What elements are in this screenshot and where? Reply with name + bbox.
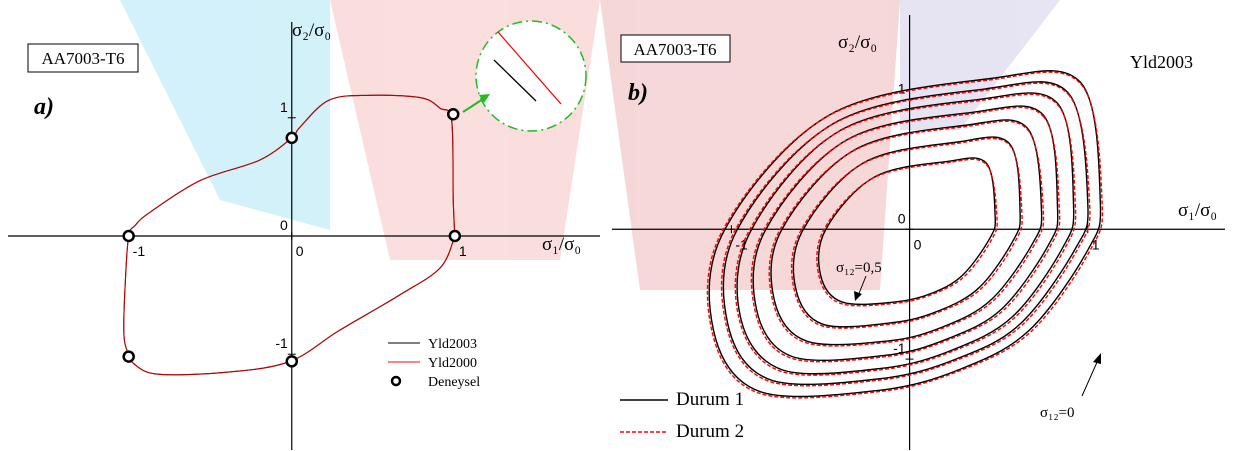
- panel-label: b): [628, 80, 648, 106]
- annotation: σ₁₂=0,5: [836, 260, 882, 276]
- yield-contour: [816, 158, 998, 307]
- yield-contour: [722, 81, 1089, 386]
- legend-label: Deneysel: [428, 375, 480, 390]
- label-box: [27, 43, 139, 73]
- x-tick-label: 0: [296, 243, 304, 259]
- y-tick-label: 0: [280, 217, 288, 233]
- label-box-text: AA7003-T6: [41, 49, 124, 68]
- yield-contour: [720, 82, 1091, 387]
- x-tick-label: -1: [133, 243, 146, 259]
- data-point: [122, 350, 135, 363]
- annotation-arrowhead: [1093, 353, 1101, 364]
- panel-label: a): [34, 94, 54, 120]
- model-label: Yld2003: [1130, 52, 1193, 72]
- yield-contour: [734, 93, 1077, 376]
- data-point: [446, 107, 460, 121]
- yield-contour: [708, 70, 1102, 398]
- y-tick-label: -1: [275, 335, 288, 351]
- y-tick-label: 1: [898, 80, 906, 96]
- x-axis-label: σ₁/σ₀: [1178, 200, 1217, 221]
- x-tick-label: 0: [914, 236, 922, 252]
- legend-marker: [390, 375, 402, 387]
- label-box-text: AA7003-T6: [633, 40, 716, 59]
- yield-contour: [768, 120, 1045, 347]
- data-point: [448, 229, 462, 243]
- annotation-arrow: [1081, 359, 1099, 397]
- yield-contour: [750, 106, 1061, 363]
- data-point: [285, 131, 299, 145]
- data-point: [122, 229, 135, 243]
- annotation: σ₁₂=0: [1040, 405, 1075, 421]
- x-axis-label: σ₁/σ₀: [542, 234, 581, 255]
- yield-contour: [770, 119, 1043, 346]
- yield-contour: [706, 71, 1104, 399]
- annotation-arrowhead: [854, 291, 862, 301]
- y-axis-label: σ₂/σ₀: [838, 32, 877, 53]
- x-tick-label: 1: [1092, 236, 1100, 252]
- y-tick-label: 0: [898, 210, 906, 226]
- yield-contour: [790, 137, 1023, 329]
- legend-label: Yld2003: [428, 337, 477, 352]
- legend-label: Durum 2: [676, 421, 744, 442]
- annotation-arrow: [857, 275, 867, 297]
- data-point: [285, 355, 299, 368]
- yield-contour: [752, 105, 1059, 361]
- y-tick-label: 1: [280, 99, 288, 115]
- x-tick-label: -1: [735, 236, 748, 252]
- legend-label: Durum 1: [676, 389, 744, 410]
- label-box: [620, 34, 731, 63]
- x-tick-label: 1: [459, 243, 467, 259]
- zoom-inset: [462, 20, 587, 132]
- y-axis-label: σ₂/σ₀: [292, 20, 331, 41]
- legend-label: Yld2000: [428, 356, 477, 371]
- yield-contour: [736, 92, 1075, 375]
